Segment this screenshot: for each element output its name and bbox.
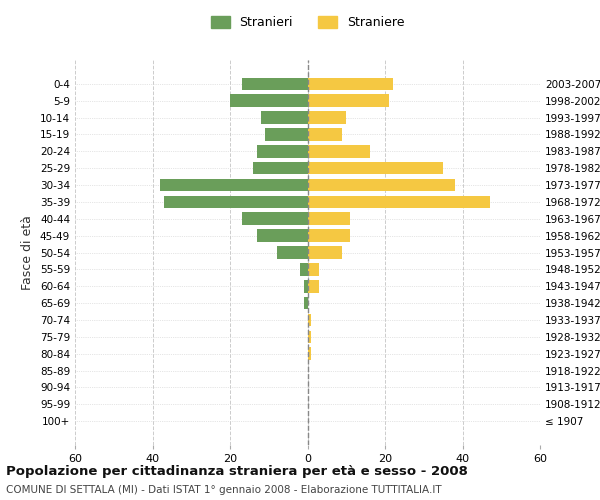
Bar — [308, 128, 343, 141]
Bar — [160, 178, 308, 192]
Bar — [230, 94, 308, 107]
Bar — [242, 78, 308, 90]
Bar — [308, 196, 490, 208]
Legend: Stranieri, Straniere: Stranieri, Straniere — [211, 16, 404, 29]
Bar — [265, 128, 308, 141]
Text: Popolazione per cittadinanza straniera per età e sesso - 2008: Popolazione per cittadinanza straniera p… — [6, 465, 468, 478]
Text: COMUNE DI SETTALA (MI) - Dati ISTAT 1° gennaio 2008 - Elaborazione TUTTITALIA.IT: COMUNE DI SETTALA (MI) - Dati ISTAT 1° g… — [6, 485, 442, 495]
Bar — [308, 212, 350, 225]
Bar — [308, 162, 443, 174]
Bar — [308, 111, 346, 124]
Bar — [253, 162, 308, 174]
Bar — [308, 348, 311, 360]
Bar — [300, 263, 308, 276]
Bar — [308, 280, 319, 292]
Bar — [304, 297, 308, 310]
Bar — [304, 280, 308, 292]
Bar — [308, 94, 389, 107]
Bar — [308, 314, 311, 326]
Bar — [308, 330, 311, 343]
Bar — [308, 78, 393, 90]
Bar — [277, 246, 308, 259]
Bar — [261, 111, 308, 124]
Bar — [308, 230, 350, 242]
Bar — [308, 246, 343, 259]
Bar — [242, 212, 308, 225]
Bar — [257, 145, 308, 158]
Bar — [164, 196, 308, 208]
Bar — [257, 230, 308, 242]
Y-axis label: Fasce di età: Fasce di età — [22, 215, 34, 290]
Bar — [308, 178, 455, 192]
Bar — [308, 145, 370, 158]
Bar — [308, 263, 319, 276]
